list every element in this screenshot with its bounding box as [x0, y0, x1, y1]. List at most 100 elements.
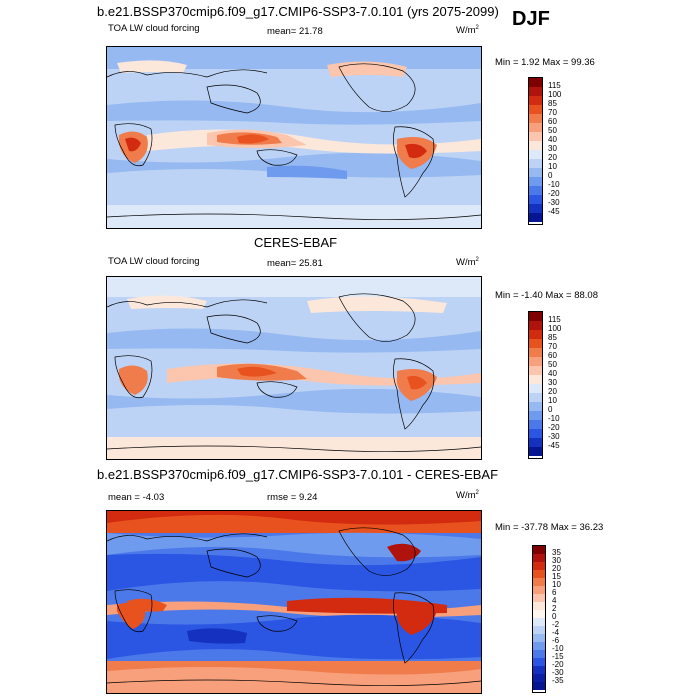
colorbar-segment [529, 186, 542, 195]
colorbar-segment [533, 674, 545, 682]
colorbar-tick-label: 6 [552, 588, 557, 597]
colorbar-tick-label: 30 [548, 378, 557, 387]
colorbar-segment [529, 141, 542, 150]
colorbar-segment [529, 330, 542, 339]
colorbar-segment [529, 438, 542, 447]
panel2-variable-label: TOA LW cloud forcing [108, 256, 200, 267]
panel3-rmse: rmse = 9.24 [267, 492, 317, 503]
colorbar-segment [529, 123, 542, 132]
panel1-mean-value: 21.78 [298, 26, 323, 37]
colorbar-segment [529, 132, 542, 141]
panel2-mean-value: 25.81 [298, 258, 323, 269]
panel1-minmax: Min = 1.92 Max = 99.36 [495, 57, 595, 68]
colorbar-segment [529, 78, 542, 87]
colorbar-tick-label: -20 [552, 660, 564, 669]
colorbar-tick-label: -30 [548, 432, 560, 441]
colorbar-tick-label: -6 [552, 636, 560, 645]
panel1-mean: mean= 21.78 [267, 26, 323, 37]
colorbar-tick-label: -10 [548, 180, 560, 189]
colorbar-tick-label: -45 [548, 207, 560, 216]
panel2-units: W/m2 [456, 257, 479, 269]
colorbar-tick-label: 2 [552, 604, 557, 613]
colorbar-segment [533, 634, 545, 642]
panel3-mean: mean = -4.03 [108, 492, 164, 503]
colorbar-tick-label: 0 [548, 405, 553, 414]
panel1-units: W/m2 [456, 25, 479, 37]
colorbar-segment [533, 546, 545, 554]
colorbar-tick-label: 85 [548, 333, 557, 342]
colorbar-segment [529, 168, 542, 177]
colorbar-tick-label: 20 [548, 387, 557, 396]
colorbar-tick-label: 0 [552, 612, 557, 621]
colorbar-segment [529, 105, 542, 114]
colorbar-tick-label: 85 [548, 99, 557, 108]
colorbar-segment [533, 626, 545, 634]
colorbar-segment [529, 357, 542, 366]
colorbar-segment [529, 447, 542, 456]
colorbar-tick-label: 100 [548, 90, 562, 99]
colorbar-tick-label: 35 [552, 548, 561, 557]
colorbar-segment [529, 159, 542, 168]
panel3-title: b.e21.BSSP370cmip6.f09_g17.CMIP6-SSP3-7.… [97, 467, 499, 482]
colorbar-tick-label: -15 [552, 652, 564, 661]
colorbar-tick-label: -10 [552, 644, 564, 653]
colorbar-tick-label: 50 [548, 360, 557, 369]
colorbar-segment [533, 562, 545, 570]
colorbar-tick-label: 115 [548, 81, 561, 90]
colorbar-tick-label: 70 [548, 342, 557, 351]
panel2-colorbar [528, 311, 543, 459]
colorbar-segment [533, 650, 545, 658]
colorbar-tick-label: 30 [552, 556, 561, 565]
colorbar-tick-label: -30 [548, 198, 560, 207]
panel3-colorbar-labels: 35 30 20 15 10 6 4 2 0 -2 -4 -6 -10 -15 -20 -30 -35 [552, 545, 592, 693]
colorbar-segment [529, 177, 542, 186]
colorbar-segment [533, 666, 545, 674]
panel3-units: W/m2 [456, 490, 479, 502]
panel2-map [106, 276, 482, 460]
panel3-rmse-label: rmse = [267, 492, 297, 503]
panel3-colorbar [532, 545, 546, 693]
colorbar-tick-label: 50 [548, 126, 557, 135]
colorbar-tick-label: -4 [552, 628, 560, 637]
panel2-mean-label: mean= [267, 258, 297, 269]
panel1-colorbar [528, 77, 543, 225]
colorbar-segment [529, 366, 542, 375]
colorbar-tick-label: 20 [552, 564, 561, 573]
colorbar-segment [529, 402, 542, 411]
colorbar-segment [529, 87, 542, 96]
colorbar-segment [529, 312, 542, 321]
colorbar-segment [529, 96, 542, 105]
panel2-minmax: Min = -1.40 Max = 88.08 [495, 290, 598, 301]
panel2-colorbar-labels: 115 100 85 70 60 50 40 30 20 10 0 -10 -20 -30 -45 [548, 311, 588, 459]
colorbar-tick-label: 4 [552, 596, 557, 605]
panel1-variable-label: TOA LW cloud forcing [108, 23, 200, 34]
colorbar-segment [529, 321, 542, 330]
colorbar-segment [533, 658, 545, 666]
colorbar-segment [529, 195, 542, 204]
colorbar-segment [533, 554, 545, 562]
panel1-colorbar-labels: 115 100 85 70 60 50 40 30 20 10 0 -10 -20 -30 -45 [548, 77, 588, 225]
colorbar-tick-label: 10 [548, 396, 557, 405]
colorbar-tick-label: 60 [548, 351, 557, 360]
colorbar-segment [533, 586, 545, 594]
colorbar-tick-label: -30 [552, 668, 564, 677]
colorbar-tick-label: -20 [548, 189, 560, 198]
panel1-mean-label: mean= [267, 26, 297, 37]
colorbar-tick-label: 10 [548, 162, 557, 171]
colorbar-segment [529, 420, 542, 429]
colorbar-segment [529, 114, 542, 123]
colorbar-segment [529, 213, 542, 222]
colorbar-segment [533, 602, 545, 610]
colorbar-segment [529, 375, 542, 384]
panel2-title: CERES-EBAF [254, 235, 338, 250]
season-label: DJF [512, 8, 550, 30]
colorbar-segment [533, 578, 545, 586]
colorbar-segment [529, 204, 542, 213]
colorbar-tick-label: 15 [552, 572, 561, 581]
colorbar-tick-label: -2 [552, 620, 560, 629]
colorbar-segment [533, 682, 545, 690]
colorbar-tick-label: 70 [548, 108, 557, 117]
colorbar-tick-label: -45 [548, 441, 560, 450]
colorbar-segment [533, 570, 545, 578]
colorbar-tick-label: -10 [548, 414, 560, 423]
